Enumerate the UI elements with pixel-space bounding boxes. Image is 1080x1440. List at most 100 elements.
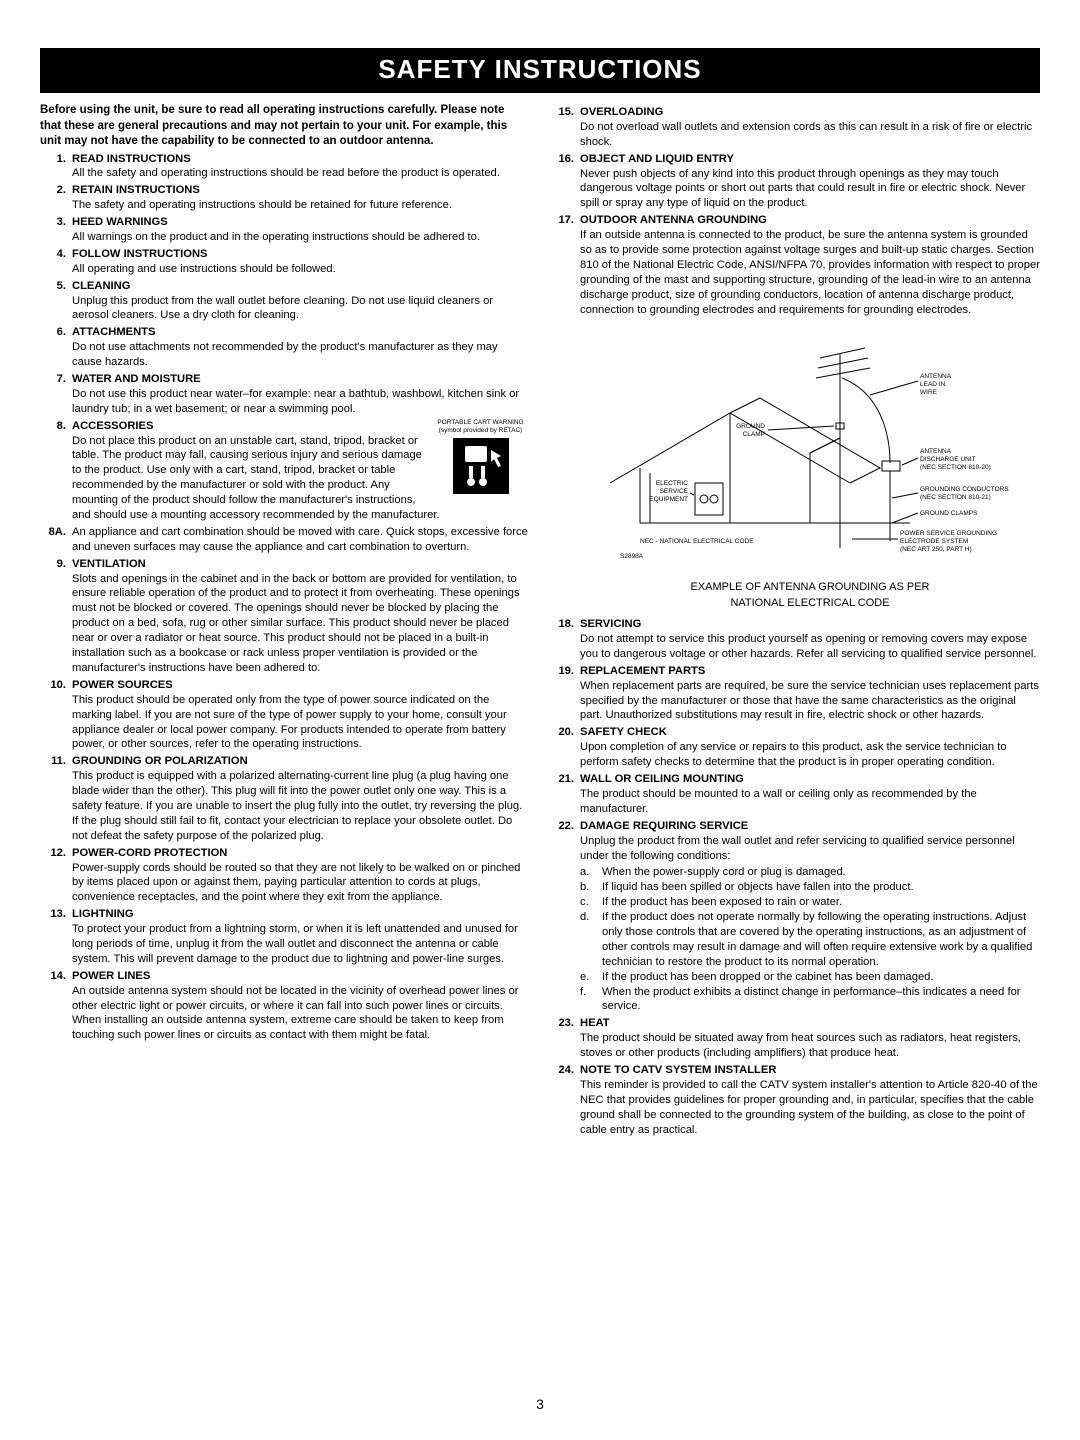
instruction-item: 19.REPLACEMENT PARTSWhen replacement par… <box>548 664 1040 724</box>
item-heading: FOLLOW INSTRUCTIONS <box>72 248 207 260</box>
antenna-diagram: ANTENNA LEAD IN WIRE GROUND CLAMP ANTENN… <box>580 323 1040 611</box>
item-text: Unplug the product from the wall outlet … <box>580 835 1015 862</box>
item-text: Unplug this product from the wall outlet… <box>72 295 493 322</box>
item-heading: POWER-CORD PROTECTION <box>72 847 227 859</box>
instruction-item: 13.LIGHTNING To protect your product from… <box>40 907 528 967</box>
item-heading: NOTE TO CATV SYSTEM INSTALLER <box>580 1064 776 1076</box>
sub-item: e.If the product has been dropped or the… <box>580 970 1040 985</box>
item-heading: SERVICING <box>580 618 641 630</box>
svg-text:ANTENNA: ANTENNA <box>920 373 952 380</box>
instruction-item: 4.FOLLOW INSTRUCTIONSAll operating and u… <box>40 247 528 277</box>
item-number: 20. <box>548 725 580 770</box>
item-text: To protect your product from a lightning… <box>72 923 518 965</box>
item-number: 12. <box>40 846 72 906</box>
item-text: Do not place this product on an unstable… <box>72 435 440 521</box>
item-text: Do not overload wall outlets and extensi… <box>580 121 1032 148</box>
svg-text:ELECTRODE SYSTEM: ELECTRODE SYSTEM <box>900 538 968 545</box>
sub-item: d.If the product does not operate normal… <box>580 910 1040 970</box>
item-text: The safety and operating instructions sh… <box>72 199 452 211</box>
item-text: Upon completion of any service or repair… <box>580 741 1007 768</box>
item-text: Do not attempt to service this product y… <box>580 633 1036 660</box>
svg-text:NEC - NATIONAL ELECTRICAL CODE: NEC - NATIONAL ELECTRICAL CODE <box>640 538 754 545</box>
item-number: 8A. <box>40 525 72 555</box>
instruction-item: 8. PORTABLE CART WARNING(symbol provided… <box>40 419 528 523</box>
left-column: Before using the unit, be sure to read a… <box>40 103 528 1137</box>
sub-item: c.If the product has been exposed to rai… <box>580 895 1040 910</box>
instruction-item: 14.POWER LINESAn outside antenna system … <box>40 969 528 1043</box>
instruction-item: 10.POWER SOURCESThis product should be o… <box>40 678 528 752</box>
item-number: 5. <box>40 279 72 324</box>
instruction-item: 20.SAFETY CHECKUpon completion of any se… <box>548 725 1040 770</box>
instruction-item: 11.GROUNDING OR POLARIZATIONThis product… <box>40 754 528 843</box>
item-number: 19. <box>548 664 580 724</box>
page-title: SAFETY INSTRUCTIONS <box>40 48 1040 93</box>
instruction-item: 22.DAMAGE REQUIRING SERVICEUnplug the pr… <box>548 819 1040 1015</box>
svg-text:LEAD IN: LEAD IN <box>920 381 946 388</box>
svg-text:(NEC ART 250, PART H): (NEC ART 250, PART H) <box>900 546 972 553</box>
svg-text:DISCHARGE UNIT: DISCHARGE UNIT <box>920 456 976 463</box>
item-number: 10. <box>40 678 72 752</box>
item-heading: POWER SOURCES <box>72 679 173 691</box>
instruction-item: 9.VENTILATIONSlots and openings in the c… <box>40 557 528 676</box>
item-heading: REPLACEMENT PARTS <box>580 665 705 677</box>
item-heading: OUTDOOR ANTENNA GROUNDING <box>580 214 767 226</box>
item-number: 8. <box>40 419 72 523</box>
sub-item: b.If liquid has been spilled or objects … <box>580 880 1040 895</box>
item-heading: VENTILATION <box>72 558 146 570</box>
item-number: 15. <box>548 105 580 150</box>
svg-text:SERVICE: SERVICE <box>660 488 689 495</box>
svg-text:(NEC SECTION 810-21): (NEC SECTION 810-21) <box>920 494 991 501</box>
item-number: 7. <box>40 372 72 417</box>
content-columns: Before using the unit, be sure to read a… <box>40 103 1040 1137</box>
instruction-item: 24.NOTE TO CATV SYSTEM INSTALLERThis rem… <box>548 1063 1040 1137</box>
sub-list: a.When the power-supply cord or plug is … <box>580 865 1040 1014</box>
item-number: 2. <box>40 183 72 213</box>
item-heading: WATER AND MOISTURE <box>72 373 201 385</box>
svg-text:S2898A: S2898A <box>620 553 644 560</box>
instruction-item: 18.SERVICING Do not attempt to service th… <box>548 617 1040 662</box>
item-text: All warnings on the product and in the o… <box>72 231 480 243</box>
item-heading: HEAT <box>580 1017 610 1029</box>
item-number: 3. <box>40 215 72 245</box>
sub-item: a.When the power-supply cord or plug is … <box>580 865 1040 880</box>
item-number: 22. <box>548 819 580 1015</box>
svg-text:ELECTRIC: ELECTRIC <box>656 480 688 487</box>
instruction-item: 15.OVERLOADING Do not overload wall outle… <box>548 105 1040 150</box>
item-text: Slots and openings in the cabinet and in… <box>72 573 520 674</box>
item-number: 11. <box>40 754 72 843</box>
svg-text:(NEC SECTION 810-20): (NEC SECTION 810-20) <box>920 464 991 471</box>
item-number: 13. <box>40 907 72 967</box>
item-number: 24. <box>548 1063 580 1137</box>
svg-text:EQUIPMENT: EQUIPMENT <box>649 496 688 503</box>
instruction-item: 21.WALL OR CEILING MOUNTINGThe product s… <box>548 772 1040 817</box>
diagram-caption: EXAMPLE OF ANTENNA GROUNDING AS PERNATIO… <box>580 580 1040 611</box>
item-number: 23. <box>548 1016 580 1061</box>
item-number: 16. <box>548 152 580 212</box>
svg-text:ANTENNA: ANTENNA <box>920 448 952 455</box>
instruction-item: 6.ATTACHMENTSDo not use attachments not … <box>40 325 528 370</box>
item-heading: READ INSTRUCTIONS <box>72 153 191 165</box>
item-number: 4. <box>40 247 72 277</box>
item-text: An appliance and cart combination should… <box>72 526 528 553</box>
item-heading: LIGHTNING <box>72 908 134 920</box>
right-column: 15.OVERLOADING Do not overload wall outle… <box>548 103 1040 1137</box>
intro-text: Before using the unit, be sure to read a… <box>40 103 528 150</box>
svg-text:CLAMP: CLAMP <box>743 431 765 438</box>
item-heading: HEED WARNINGS <box>72 216 168 228</box>
page-number: 3 <box>0 1396 1080 1412</box>
item-text: Do not use attachments not recommended b… <box>72 341 498 368</box>
item-number: 6. <box>40 325 72 370</box>
item-text: Do not use this product near water–for e… <box>72 388 519 415</box>
item-text: Power-supply cords should be routed so t… <box>72 862 520 904</box>
item-text: Never push objects of any kind into this… <box>580 168 1025 210</box>
instruction-item: 17.OUTDOOR ANTENNA GROUNDINGIf an outsid… <box>548 213 1040 615</box>
item-heading: ACCESSORIES <box>72 420 153 432</box>
instruction-item: 3.HEED WARNINGS All warnings on the produ… <box>40 215 528 245</box>
item-heading: OBJECT AND LIQUID ENTRY <box>580 153 734 165</box>
item-text: This product is equipped with a polarize… <box>72 770 522 842</box>
item-number: 21. <box>548 772 580 817</box>
item-heading: OVERLOADING <box>580 106 663 118</box>
item-number: 1. <box>40 152 72 182</box>
item-number: 18. <box>548 617 580 662</box>
item-number: 14. <box>40 969 72 1043</box>
